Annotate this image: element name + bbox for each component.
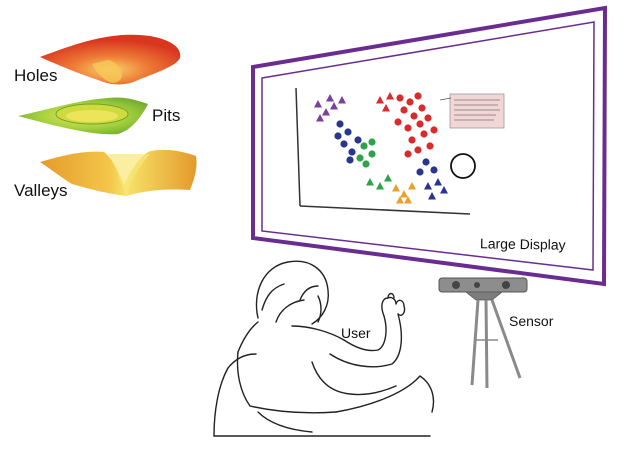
- triangle-mark-blue: [440, 186, 448, 194]
- triangle-mark-green: [376, 182, 384, 190]
- circle-mark-green: [362, 160, 370, 168]
- triangle-mark-purple: [338, 96, 346, 104]
- triangle-mark-purple: [326, 94, 334, 102]
- triangle-mark-purple: [322, 108, 330, 116]
- circle-mark-blue: [430, 166, 438, 174]
- triangle-mark-red: [376, 96, 384, 104]
- circle-mark-blue: [346, 156, 354, 164]
- user-label: User: [341, 325, 371, 341]
- circle-mark-green: [368, 138, 376, 146]
- triangle-mark-purple: [314, 100, 322, 108]
- triangle-mark-green: [366, 178, 374, 186]
- triangle-mark-red: [382, 104, 390, 112]
- triangle-mark-orange: [396, 196, 404, 204]
- triangle-mark-blue: [424, 182, 432, 190]
- tooltip-box: [439, 93, 505, 129]
- circle-mark-blue: [354, 136, 362, 144]
- sensor-device: [438, 277, 528, 389]
- circle-mark-blue: [340, 140, 348, 148]
- triangle-mark-blue: [428, 192, 436, 200]
- valleys-label: Valleys: [14, 181, 68, 200]
- y-axis-line: [295, 87, 301, 207]
- circle-mark-red: [418, 104, 426, 112]
- triangle-mark-orange: [400, 190, 408, 198]
- triangle-mark-red: [386, 92, 394, 100]
- circle-mark-red: [400, 106, 408, 114]
- triangle-mark-purple: [316, 114, 324, 122]
- circle-mark-green: [360, 142, 368, 150]
- circle-mark-blue: [336, 120, 344, 128]
- circle-mark-red: [414, 146, 422, 154]
- large-display: [251, 5, 608, 287]
- circle-mark-red: [404, 150, 412, 158]
- circle-mark-red: [426, 142, 434, 150]
- circle-mark-red: [416, 120, 424, 128]
- triangle-mark-orange: [392, 184, 400, 192]
- large-display-label: Large Display: [479, 235, 566, 253]
- cursor-circle: [450, 153, 476, 179]
- circle-mark-red: [414, 92, 422, 100]
- triangle-mark-orange: [404, 196, 412, 204]
- circle-mark-red: [408, 136, 416, 144]
- circle-mark-blue: [344, 128, 352, 136]
- holes-surface: [40, 34, 181, 85]
- circle-mark-red: [424, 114, 432, 122]
- circle-mark-red: [410, 112, 418, 120]
- circle-mark-red: [396, 94, 404, 102]
- pits-surface: [18, 97, 148, 135]
- circle-mark-blue: [422, 158, 430, 166]
- triangle-mark-orange: [408, 182, 416, 190]
- circle-mark-red: [404, 124, 412, 132]
- circle-mark-red: [420, 130, 428, 138]
- pits-label: Pits: [152, 106, 181, 125]
- sensor-label: Sensor: [509, 313, 554, 329]
- circle-mark-red: [406, 98, 414, 106]
- valleys-surface: [40, 149, 197, 196]
- triangle-mark-green: [384, 174, 392, 182]
- triangle-mark-blue: [434, 178, 442, 186]
- circle-mark-blue: [416, 168, 424, 176]
- circle-mark-red: [430, 126, 438, 134]
- circle-mark-green: [356, 154, 364, 162]
- circle-mark-red: [394, 118, 402, 126]
- triangle-mark-purple: [330, 102, 338, 110]
- circle-mark-green: [368, 150, 376, 158]
- circle-mark-blue: [348, 148, 356, 156]
- scatter-marks: [314, 92, 448, 204]
- user-figure: [213, 260, 435, 437]
- circle-mark-blue: [334, 132, 342, 140]
- holes-label: Holes: [14, 66, 58, 85]
- x-axis-line: [299, 205, 471, 215]
